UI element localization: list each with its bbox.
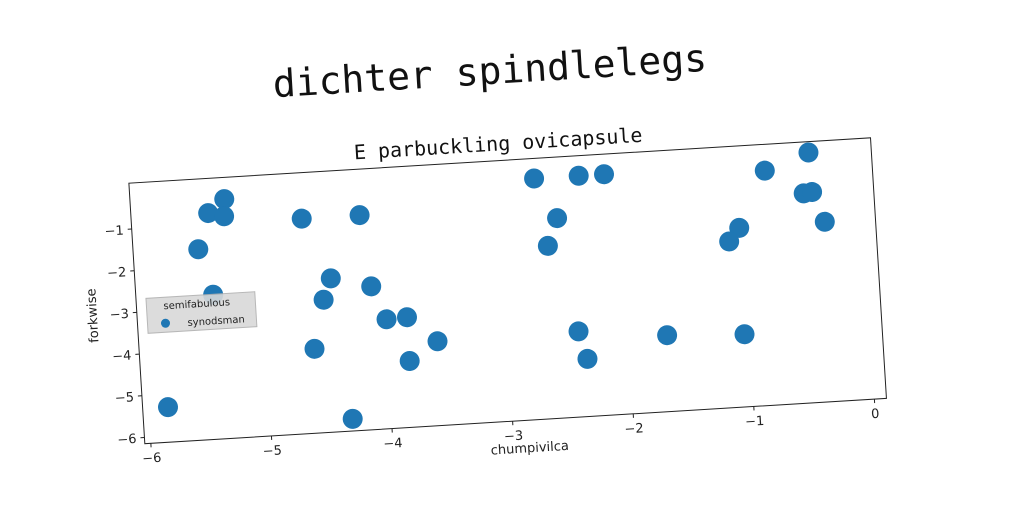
- y-tick-label: −1: [104, 224, 124, 240]
- data-point: [198, 203, 219, 224]
- data-point: [734, 324, 755, 345]
- data-point: [361, 276, 382, 297]
- data-point: [291, 208, 312, 229]
- data-point: [719, 231, 740, 252]
- data-point: [814, 211, 835, 232]
- data-point: [313, 289, 334, 310]
- data-point: [214, 206, 235, 227]
- legend-marker: [161, 318, 171, 328]
- x-axis: −6 −5 −4 −3 −2 −1 0: [142, 399, 880, 467]
- y-axis: −6 −5 −4 −3 −2 −1: [104, 224, 145, 448]
- data-point: [802, 182, 823, 203]
- x-tick-label: 0: [871, 407, 880, 422]
- legend-box: [145, 291, 258, 334]
- data-point: [320, 268, 341, 289]
- legend-entry-label: synodsman: [187, 314, 245, 328]
- data-point: [397, 307, 418, 328]
- y-axis-label: forkwise: [84, 288, 102, 343]
- data-point: [349, 205, 370, 226]
- data-point: [537, 235, 558, 256]
- scatter-series: [158, 142, 835, 429]
- y-tick-label: −5: [114, 390, 134, 406]
- axes-area: E parbuckling ovicapsule −6 −5 −4 −3 −2 −1 0 −…: [84, 123, 887, 467]
- figure-suptitle: dichter spindlelegs: [272, 36, 709, 106]
- plot-frame: [128, 137, 887, 445]
- data-point: [798, 142, 819, 163]
- data-point: [214, 189, 235, 210]
- x-tick-label: −1: [745, 414, 765, 430]
- data-point: [754, 160, 775, 181]
- data-point: [594, 164, 615, 185]
- x-tick-label: −6: [142, 451, 162, 467]
- data-point: [547, 208, 568, 229]
- data-point: [376, 309, 397, 330]
- data-point: [158, 397, 179, 418]
- data-point: [188, 239, 209, 260]
- data-point: [568, 321, 589, 342]
- y-tick-label: −4: [112, 349, 132, 365]
- data-point: [342, 408, 363, 429]
- data-point: [524, 168, 545, 189]
- legend-title: semifabulous: [163, 297, 230, 312]
- legend: semifabulous synodsman: [145, 291, 258, 334]
- x-axis-label: chumpivilca: [490, 439, 569, 459]
- data-point: [399, 350, 420, 371]
- data-point: [304, 338, 325, 359]
- y-tick-label: −3: [109, 307, 129, 323]
- x-tick-label: −5: [262, 443, 282, 459]
- data-point: [427, 331, 448, 352]
- data-point: [657, 325, 678, 346]
- x-tick-label: −3: [504, 429, 524, 445]
- x-tick-label: −4: [383, 436, 403, 452]
- y-tick-label: −2: [107, 265, 127, 281]
- y-tick-label: −6: [117, 432, 137, 448]
- x-tick-label: −2: [624, 421, 644, 437]
- data-point: [577, 348, 598, 369]
- data-point: [568, 165, 589, 186]
